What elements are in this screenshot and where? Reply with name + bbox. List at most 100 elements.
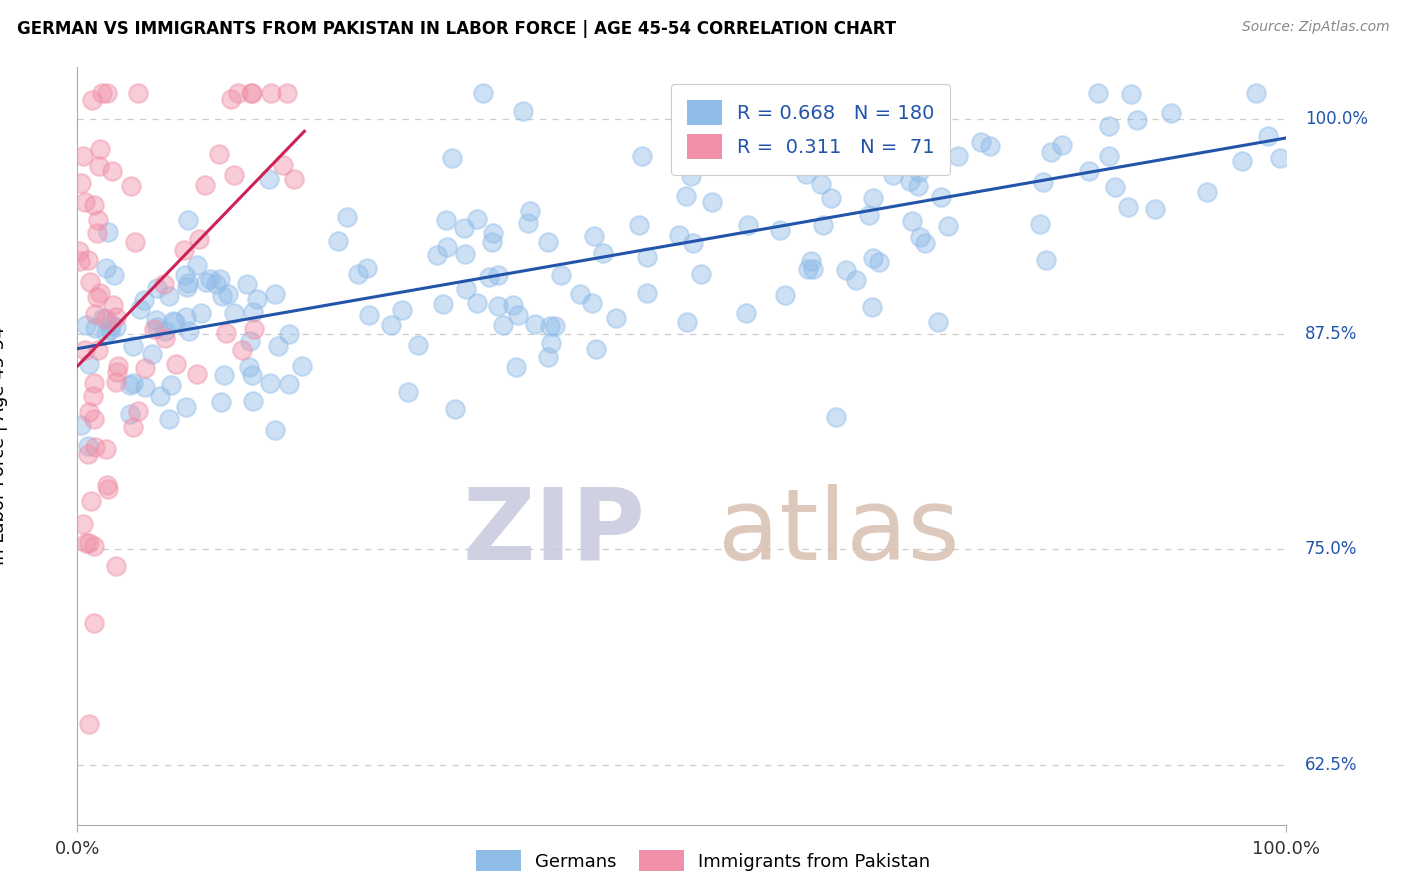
Point (120, 407, 142, 421)
Point (176, 279, 198, 293)
Point (1257, 128, 1279, 143)
Point (77, 405, 100, 419)
Point (69, 254, 91, 268)
Point (211, 288, 233, 302)
Point (444, 401, 467, 416)
Point (94, 326, 117, 340)
Point (291, 359, 314, 373)
Point (242, 305, 264, 319)
Point (1126, 113, 1149, 128)
Point (769, 223, 792, 237)
Point (858, 207, 880, 221)
Text: In Labor Force | Age 45-54: In Labor Force | Age 45-54 (0, 326, 8, 566)
Point (668, 228, 690, 243)
Point (817, 87, 839, 102)
Point (879, 99, 901, 113)
Point (851, 154, 873, 169)
Point (174, 400, 197, 414)
Point (96, 86, 118, 100)
Point (465, 212, 488, 227)
Point (794, 168, 817, 182)
Text: 100.0%: 100.0% (1305, 110, 1368, 128)
Point (83, 307, 105, 321)
Point (76, 252, 98, 267)
Point (83, 412, 105, 426)
Point (276, 86, 298, 100)
Point (80, 494, 103, 508)
Point (359, 308, 381, 322)
Point (94, 442, 117, 456)
Point (536, 350, 558, 364)
Point (876, 139, 898, 153)
Point (188, 232, 211, 246)
Point (1195, 185, 1218, 199)
Point (326, 234, 349, 248)
Point (207, 147, 229, 161)
Point (605, 311, 627, 326)
Point (83, 198, 105, 212)
Point (105, 559, 128, 574)
Point (486, 299, 509, 313)
Point (492, 318, 515, 332)
Point (636, 251, 658, 265)
Point (145, 313, 167, 327)
Point (810, 177, 832, 191)
Point (72, 148, 94, 162)
Point (94, 312, 117, 326)
Point (801, 262, 824, 277)
Point (231, 343, 253, 357)
Point (87, 343, 110, 357)
Point (465, 296, 488, 310)
Point (75, 318, 97, 332)
Point (396, 384, 419, 399)
Point (90, 86, 112, 100)
Point (127, 86, 149, 100)
Point (87, 213, 110, 227)
Point (481, 235, 503, 249)
Point (152, 277, 174, 292)
Point (75, 343, 97, 358)
Point (242, 322, 264, 336)
Point (82, 93, 104, 107)
Point (72, 516, 94, 531)
Point (1028, 217, 1050, 231)
Point (89, 159, 111, 173)
Point (1268, 151, 1291, 165)
Point (83, 440, 105, 454)
Point (908, 230, 931, 244)
Point (219, 92, 242, 106)
Point (146, 320, 169, 334)
Point (845, 273, 868, 287)
Point (927, 315, 949, 329)
Point (259, 376, 281, 390)
Point (737, 219, 759, 233)
Point (519, 204, 541, 219)
Point (860, 300, 883, 314)
Point (242, 393, 264, 408)
Point (347, 267, 370, 281)
Point (453, 220, 475, 235)
Text: atlas: atlas (718, 483, 960, 581)
Legend: Germans, Immigrants from Pakistan: Germans, Immigrants from Pakistan (468, 843, 938, 879)
Point (505, 360, 527, 375)
Point (426, 248, 449, 262)
Point (104, 319, 127, 334)
Point (1144, 202, 1167, 216)
Point (122, 419, 145, 434)
Point (198, 272, 221, 286)
Point (380, 318, 402, 332)
Point (477, 270, 499, 285)
Point (569, 286, 592, 301)
Point (176, 310, 198, 324)
Point (882, 168, 904, 182)
Point (631, 149, 654, 163)
Point (224, 306, 246, 320)
Point (582, 229, 605, 244)
Point (124, 235, 146, 250)
Point (278, 326, 301, 341)
Point (636, 286, 658, 301)
Point (259, 86, 281, 100)
Point (141, 347, 163, 361)
Point (1119, 87, 1142, 101)
Point (1032, 175, 1054, 189)
